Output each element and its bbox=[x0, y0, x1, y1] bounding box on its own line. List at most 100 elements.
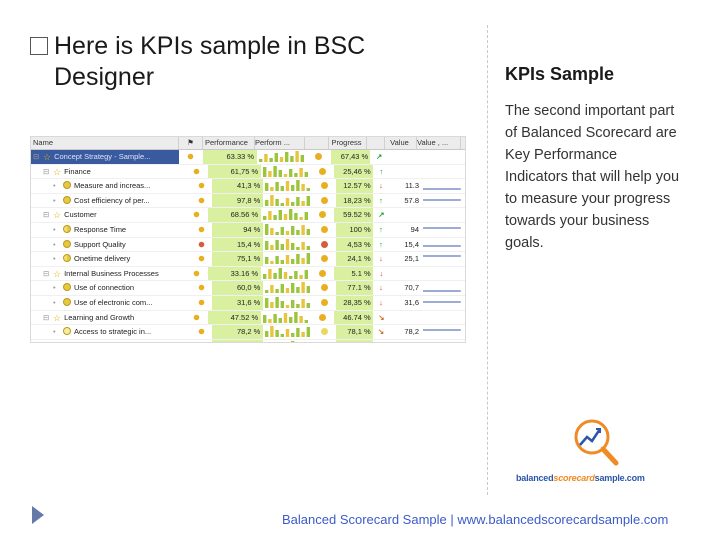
tree-toggle-icon[interactable]: ⊟ bbox=[43, 210, 50, 220]
kpi-row[interactable]: • Employee Satisfaction 1,5 % 15.52 % ↓ 1,5 bbox=[31, 339, 465, 343]
kpi-circle-icon bbox=[63, 239, 71, 248]
kpi-row[interactable]: • Support Quality 15,4 % 4,53 % ↑ 15,4 bbox=[31, 237, 465, 253]
col-perform-chart[interactable]: Perform ... bbox=[255, 137, 305, 149]
kpi-name-cell[interactable]: • Use of connection bbox=[31, 281, 190, 295]
section-title: KPIs Sample bbox=[505, 64, 615, 84]
status-dot-icon bbox=[193, 168, 200, 174]
value-sparkline bbox=[423, 311, 465, 325]
value-cell bbox=[388, 150, 422, 164]
trend-cell: ↗ bbox=[370, 150, 388, 164]
kpi-row[interactable]: • Onetime delivery 75,1 % 24,1 % ↓ 25,1 bbox=[31, 252, 465, 267]
kpi-header: Name ⚑ Performance Perform ... Progress … bbox=[31, 137, 465, 150]
value-sparkline bbox=[421, 325, 465, 339]
tree-toggle-icon[interactable]: ⊟ bbox=[43, 268, 50, 278]
kpi-row[interactable]: • Measure and increas... 41,3 % 12.57 % ↓ 11.… bbox=[31, 179, 465, 194]
title-line-1: Here is KPIs sample in BSC bbox=[54, 32, 366, 60]
logo-text: balancedscorecardsample.com bbox=[516, 473, 645, 483]
col-trend[interactable] bbox=[367, 137, 385, 149]
kpi-name-cell[interactable]: ⊟ ☆ Concept Strategy - Sample... bbox=[31, 150, 180, 164]
indicator-cell bbox=[313, 238, 335, 252]
kpi-name: Use of electronic com... bbox=[74, 297, 153, 307]
kpi-name-cell[interactable]: • Onetime delivery bbox=[31, 252, 190, 266]
logo-text-2: scorecard bbox=[553, 473, 595, 483]
kpi-name-cell[interactable]: • Cost efficiency of per... bbox=[31, 194, 190, 208]
tree-toggle-icon[interactable]: • bbox=[53, 254, 56, 264]
indicator-dot-icon bbox=[320, 298, 328, 306]
tree-toggle-icon[interactable]: ⊟ bbox=[43, 312, 50, 322]
value-sparkline bbox=[421, 194, 465, 208]
value-sparkline bbox=[421, 179, 465, 193]
performance-bars bbox=[263, 296, 313, 310]
tree-toggle-icon[interactable]: • bbox=[53, 340, 63, 343]
kpi-name: Employee Satisfaction bbox=[74, 342, 148, 343]
kpi-name-cell[interactable]: ⊟ ☆ Internal Business Processes bbox=[31, 267, 185, 281]
kpi-circle-icon bbox=[63, 181, 71, 190]
kpi-name-cell[interactable]: • Support Quality bbox=[31, 238, 190, 252]
value-sparkline bbox=[421, 223, 465, 237]
kpi-name-cell[interactable]: ⊟ ☆ Customer bbox=[31, 208, 185, 222]
col-indicator[interactable] bbox=[305, 137, 329, 149]
trend-cell: ↓ bbox=[373, 340, 390, 343]
status-dot-icon bbox=[198, 241, 204, 247]
indicator-cell bbox=[313, 252, 335, 266]
tree-toggle-icon[interactable]: ⊟ bbox=[43, 166, 50, 176]
kpi-name: Cost efficiency of per... bbox=[74, 195, 150, 205]
col-progress[interactable]: Progress bbox=[329, 137, 367, 149]
value-cell: 11.3 bbox=[404, 181, 419, 191]
kpi-row[interactable]: • Use of electronic com... 31,6 % 28,35 % ↓ 3… bbox=[31, 295, 465, 311]
status-dot-icon bbox=[193, 212, 200, 218]
tree-toggle-icon[interactable]: • bbox=[53, 297, 56, 307]
kpi-name-cell[interactable]: • Response Time bbox=[31, 223, 190, 237]
col-name[interactable]: Name bbox=[31, 137, 179, 149]
value-cell: 15,4 bbox=[404, 239, 419, 249]
kpi-row[interactable]: ⊟ ☆ Customer 68.56 % 59.52 % ↗ bbox=[31, 208, 465, 223]
status-dot-icon bbox=[198, 299, 204, 306]
kpi-name-cell[interactable]: • Employee Satisfaction bbox=[31, 340, 190, 343]
kpi-name-cell[interactable]: • Measure and increas... bbox=[31, 179, 190, 193]
kpi-row[interactable]: • Response Time 94 % 100 % ↑ 94 bbox=[31, 222, 465, 238]
value-cell: 94 bbox=[410, 224, 419, 234]
col-performance[interactable]: Performance bbox=[203, 137, 255, 149]
indicator-dot-icon bbox=[320, 225, 328, 233]
kpi-row[interactable]: • Access to strategic in... 78,2 % 78,1 % ↘ 7… bbox=[31, 325, 465, 340]
kpi-row[interactable]: ⊟ ☆ Internal Business Processes 33.16 % 5.1 … bbox=[31, 266, 465, 282]
indicator-dot-icon bbox=[319, 167, 327, 175]
kpi-name-cell[interactable]: • Access to strategic in... bbox=[31, 325, 190, 339]
tree-toggle-icon[interactable]: • bbox=[53, 181, 56, 191]
tree-toggle-icon[interactable]: • bbox=[53, 283, 56, 293]
kpi-name-cell[interactable]: ⊟ ☆ Learning and Growth bbox=[31, 311, 185, 325]
col-value[interactable]: Value bbox=[385, 137, 417, 149]
tree-toggle-icon[interactable]: • bbox=[53, 195, 56, 205]
performance-value: 63.33 % bbox=[202, 150, 258, 164]
value-cell bbox=[390, 165, 423, 179]
kpi-row[interactable]: • Use of connection 60,0 % 77.1 % ↓ 70,7 bbox=[31, 281, 465, 296]
indicator-dot-icon bbox=[319, 313, 327, 321]
value-cell: 70,7 bbox=[404, 283, 419, 293]
kpi-row[interactable]: • Cost efficiency of per... 97,8 % 18,23 % ↑… bbox=[31, 193, 465, 209]
tree-toggle-icon[interactable]: • bbox=[53, 327, 56, 337]
progress-value: 46.74 % bbox=[334, 310, 373, 325]
performance-bars bbox=[261, 165, 311, 179]
star-icon: ☆ bbox=[53, 312, 62, 323]
tree-toggle-icon[interactable]: • bbox=[53, 239, 56, 249]
status-dot-icon bbox=[198, 226, 204, 233]
trend-arrow-icon: ↓ bbox=[379, 181, 383, 191]
indicator-cell bbox=[311, 311, 334, 325]
performance-value: 33.16 % bbox=[208, 266, 262, 281]
kpi-row[interactable]: ⊟ ☆ Finance 61,75 % 25,46 % ↑ bbox=[31, 164, 465, 180]
tree-toggle-icon[interactable]: • bbox=[53, 224, 56, 234]
kpi-name-cell[interactable]: • Use of electronic com... bbox=[31, 296, 190, 310]
col-value-chart[interactable]: Value , ... bbox=[417, 137, 461, 149]
indicator-cell bbox=[313, 194, 335, 208]
tree-toggle-icon[interactable]: ⊟ bbox=[33, 152, 40, 161]
trend-arrow-icon: ↑ bbox=[379, 224, 383, 234]
square-bullet-icon bbox=[30, 37, 48, 55]
kpi-row[interactable]: ⊟ ☆ Learning and Growth 47.52 % 46.74 % ↘ bbox=[31, 310, 465, 326]
col-flag[interactable]: ⚑ bbox=[179, 137, 203, 149]
kpi-row[interactable]: ⊟ ☆ Concept Strategy - Sample... 63.33 % 67,… bbox=[31, 150, 465, 165]
kpi-name-cell[interactable]: ⊟ ☆ Finance bbox=[31, 165, 185, 179]
play-arrow-icon[interactable] bbox=[32, 506, 44, 524]
flag-cell bbox=[185, 267, 208, 281]
value-cell: 57.8 bbox=[404, 195, 419, 205]
kpi-circle-icon bbox=[63, 327, 71, 336]
